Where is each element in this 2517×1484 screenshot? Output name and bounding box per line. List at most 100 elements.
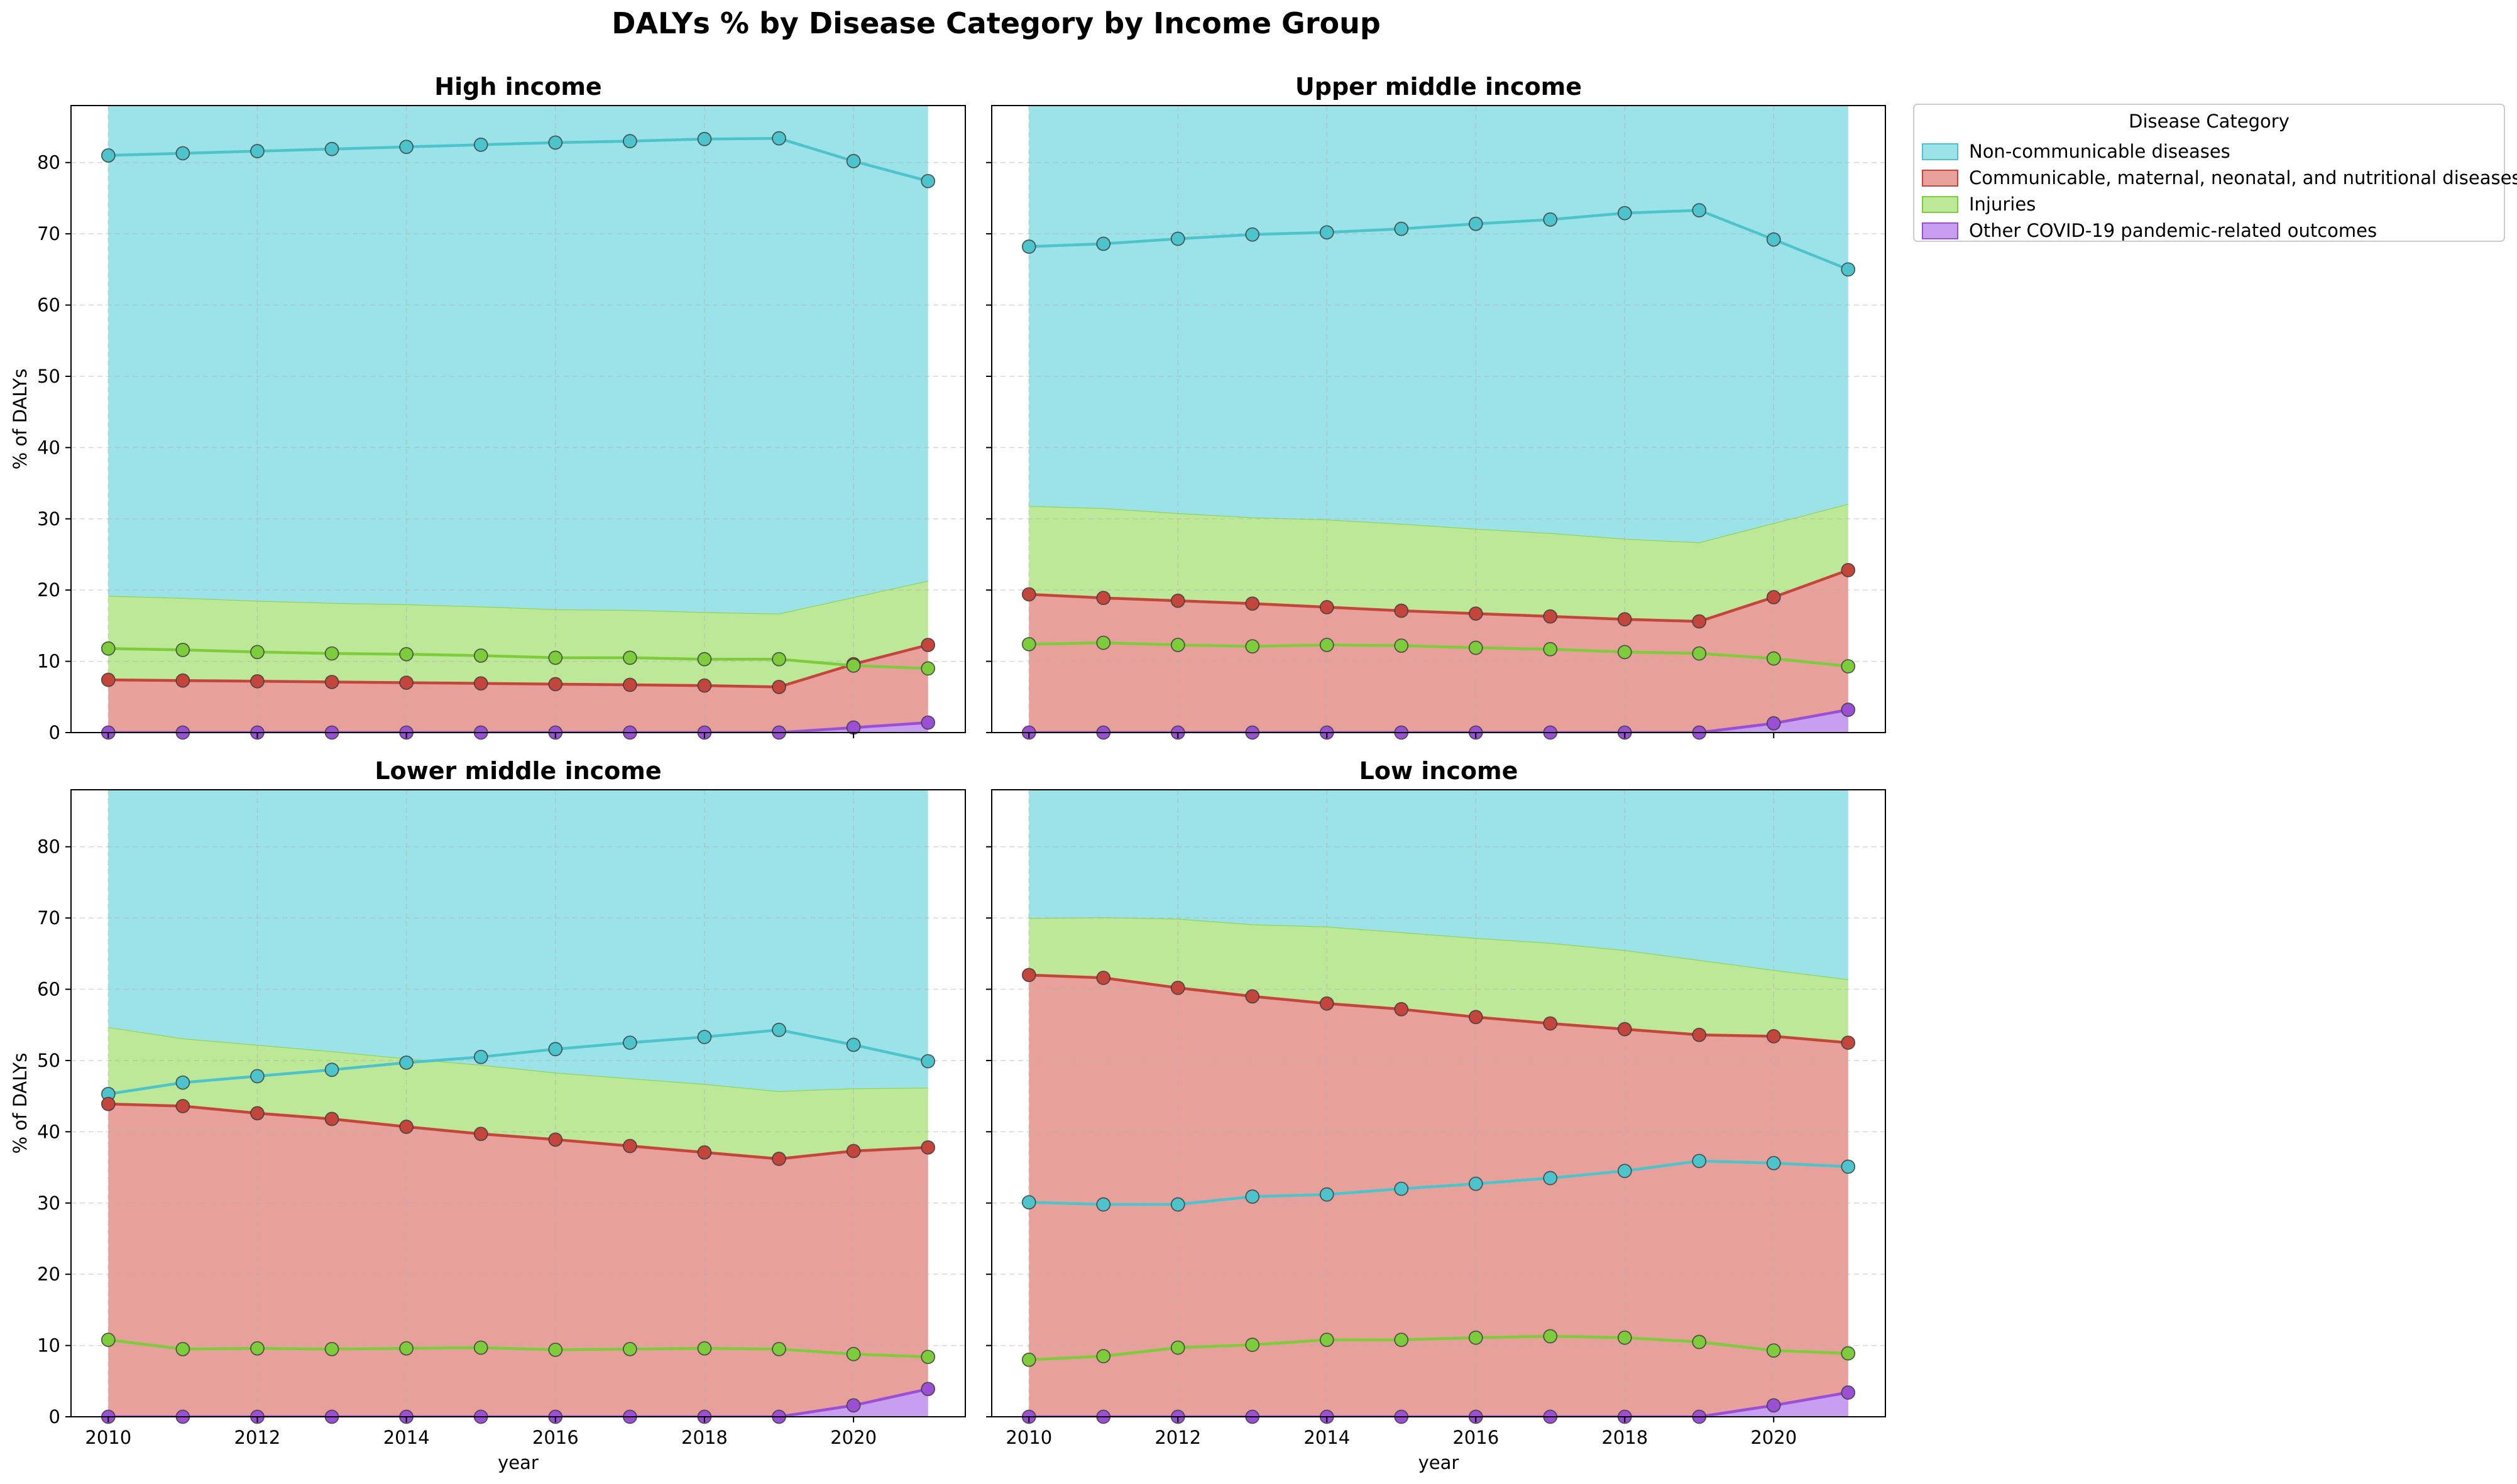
inj-point [846,1346,861,1361]
ncd-point [175,146,190,161]
series-lines [107,1028,929,1417]
y-tick-label: 30 [37,508,60,530]
inj-point [250,645,265,660]
covid-point [846,1398,861,1413]
y-tick-label: 0 [49,722,60,743]
y-tick-label: 0 [49,1406,60,1427]
grid [71,790,965,1417]
legend-label-ncd: Non-communicable diseases [1969,141,2230,162]
x-tick-label: 2018 [1601,1427,1648,1448]
chart-legend: Disease Category Non-communicable disease… [1913,104,2517,242]
x-tick-label: 2012 [234,1427,281,1448]
cmnn-point [399,1120,414,1134]
inj-point [921,1350,936,1365]
y-tick-label: 60 [37,295,60,316]
ncd-area [108,106,928,614]
y-tick-label: 10 [37,1335,60,1356]
ncd-point [622,134,637,149]
y-tick-label: 80 [37,836,60,858]
ncd-point [1021,1195,1036,1210]
legend-title: Disease Category [2129,111,2289,132]
ncd-point [1319,1187,1334,1202]
cmnn-point [1394,1001,1409,1017]
inj-point [175,1341,190,1356]
chart-title: DALYs % by Disease Category by Income Gr… [611,6,1381,40]
x-tick-label: 2018 [681,1427,728,1448]
inj-point [1319,638,1334,652]
inj-point [697,1341,712,1356]
inj-point [846,658,861,673]
grid [992,106,1885,733]
cmnn-point [921,1140,936,1155]
ncd-point [1319,225,1334,240]
cmnn-point [1021,968,1036,983]
inj-point [548,650,563,665]
inj-point [1468,640,1483,655]
cmnn-point [1394,603,1409,618]
ncd-point [324,141,339,156]
ncd-point [1543,1170,1558,1186]
panel-title: High income [434,73,601,101]
cmnn-point [1841,563,1856,577]
inj-line [1029,1334,1848,1361]
inj-point [772,652,786,667]
ncd-point [250,144,265,158]
x-tick-label: 2016 [532,1427,579,1448]
plot-frame [991,105,1886,733]
inj-point [101,1333,116,1347]
ncd-point [1170,231,1185,246]
ncd-point [697,1030,712,1044]
cmnn-point [175,1099,190,1113]
cmnn-point [1543,1016,1558,1031]
covid-line [108,721,928,733]
ncd-point [473,137,488,152]
inj-point [1841,1346,1856,1361]
inj-point [1766,1343,1781,1358]
cmnn-point [324,1111,339,1127]
y-tick-label: 40 [37,437,60,458]
covid-point [921,715,936,730]
grid [71,106,965,733]
inj-point [1617,645,1632,660]
cmnn-point [1766,590,1781,604]
cmnn-point [1319,600,1334,614]
y-tick-label: 10 [37,651,60,672]
inj-point [1096,1349,1111,1364]
x-axis-label: year [498,1452,539,1473]
y-tick-label: 20 [37,579,60,601]
inj-point [101,641,116,656]
chart-panels: High income 0 10 20 30 40 50 60 70 80 % of DALYs Up… [9,73,1886,1473]
covid-line [1029,708,1849,733]
ncd-point [1096,1197,1111,1212]
inj-point [548,1342,563,1357]
inj-point [1021,636,1036,652]
panel-2: Lower middle income 0 10 20 30 40 50 60 70 80 % of… [9,757,966,1473]
inj-area [108,1027,928,1159]
y-tick-label: 80 [37,152,60,173]
ncd-point [846,154,861,168]
cmnn-point [772,680,786,694]
cmnn-line [1029,569,1849,623]
covid-point [1766,716,1781,731]
y-tick-label: 50 [37,1050,60,1071]
ncd-area [1029,106,1848,543]
stacked-areas [1029,790,1848,1417]
x-axis-label: year [1418,1452,1459,1473]
cmnn-area [1029,570,1848,733]
series-lines [108,136,929,733]
cmnn-area [108,1104,928,1417]
inj-point [1468,1330,1483,1345]
y-axis-label: % of DALYs [9,369,31,470]
inj-point [1021,1352,1036,1367]
stacked-areas [108,790,928,1417]
ncd-area [108,790,928,1091]
ncd-point [921,1054,936,1069]
cmnn-point [1096,971,1111,985]
cmnn-point [324,675,339,689]
y-tick-label: 60 [37,979,60,1000]
cmnn-point [1543,609,1558,624]
x-tick-label: 2010 [85,1427,131,1448]
cmnn-point [1245,989,1260,1004]
ncd-point [846,1037,861,1052]
